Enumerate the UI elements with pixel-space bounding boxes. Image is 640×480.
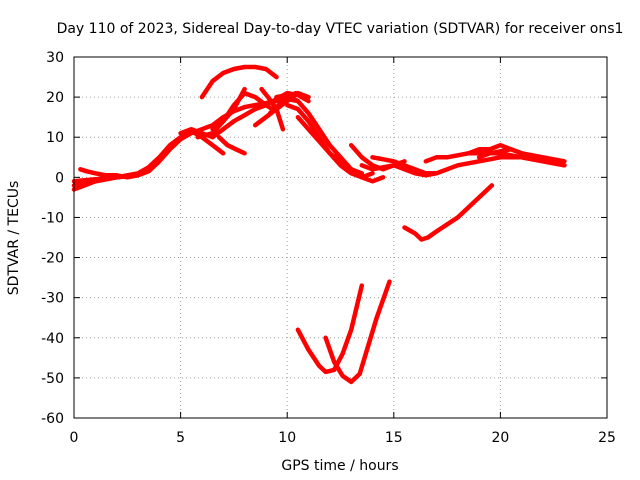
x-tick-label: 25 xyxy=(598,430,616,446)
grid-lines xyxy=(74,57,607,418)
data-arc-arc-23 xyxy=(295,283,365,375)
plot-frame xyxy=(73,56,608,419)
data-series xyxy=(71,64,567,385)
x-tick-label: 10 xyxy=(278,430,296,446)
y-tick-label: -40 xyxy=(41,331,64,347)
y-tick-label: -20 xyxy=(41,251,64,267)
x-tick-label: 0 xyxy=(70,430,79,446)
data-arc-arc-4 xyxy=(78,167,141,180)
x-tick-label: 15 xyxy=(385,430,403,446)
data-arc-arc-7 xyxy=(199,64,279,100)
y-tick-label: -30 xyxy=(41,291,64,307)
y-tick-label: 20 xyxy=(46,90,64,106)
y-axis-label: SDTVAR / TECUs xyxy=(6,181,22,296)
data-arc-arc-24 xyxy=(323,279,392,385)
data-arc-arc-12 xyxy=(259,86,286,132)
x-tick-label: 5 xyxy=(176,430,185,446)
data-arc-arc-15 xyxy=(295,114,365,176)
y-tick-label: 30 xyxy=(46,50,64,66)
y-tick-label: -60 xyxy=(41,411,64,427)
data-arc-arc-19 xyxy=(423,151,567,168)
data-arc-arc-8 xyxy=(210,86,247,132)
axis-ticks: 0 5 10 15 20 25 -60 -50 -40 -30 -20 -10 0 10 20 30 xyxy=(41,50,616,446)
y-tick-label: -50 xyxy=(41,371,64,387)
x-tick-label: 20 xyxy=(491,430,509,446)
y-tick-label: 0 xyxy=(55,170,64,186)
y-tick-label: -10 xyxy=(41,210,64,226)
data-arc-arc-13 xyxy=(274,92,386,184)
data-arc-arc-21 xyxy=(476,147,567,164)
data-arc-arc-9 xyxy=(216,134,247,156)
chart-title: Day 110 of 2023, Sidereal Day-to-day VTE… xyxy=(57,21,624,37)
y-tick-label: 10 xyxy=(46,130,64,146)
x-axis-label: GPS time / hours xyxy=(281,458,398,474)
data-arc-arc-22 xyxy=(402,183,495,242)
